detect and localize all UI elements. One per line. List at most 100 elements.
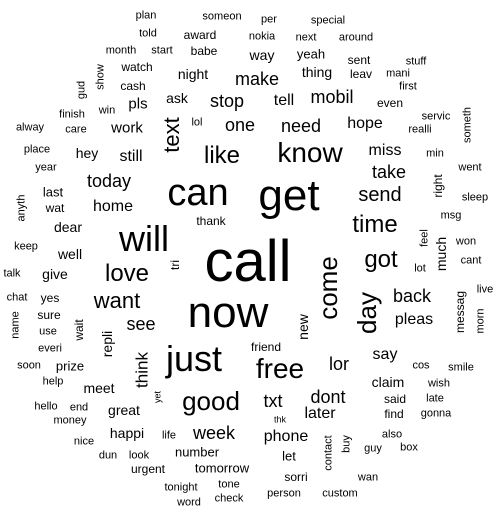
cloud-word: txt bbox=[263, 391, 283, 411]
cloud-word: find bbox=[384, 407, 404, 421]
cloud-word: yeah bbox=[296, 46, 326, 62]
cloud-word: time bbox=[352, 211, 398, 238]
cloud-word: thank bbox=[196, 214, 226, 228]
cloud-word: happi bbox=[109, 425, 145, 441]
cloud-word: name bbox=[9, 311, 22, 339]
cloud-word: hello bbox=[34, 400, 58, 413]
cloud-word: miss bbox=[368, 142, 402, 159]
cloud-word: pls bbox=[128, 95, 148, 113]
cloud-word: wat bbox=[45, 201, 65, 215]
cloud-word: care bbox=[65, 123, 87, 136]
cloud-word: let bbox=[282, 448, 296, 464]
cloud-word: one bbox=[224, 115, 256, 135]
cloud-word: later bbox=[304, 405, 336, 422]
cloud-word: yes bbox=[40, 291, 60, 305]
cloud-word: thing bbox=[301, 64, 333, 80]
cloud-word: smile bbox=[448, 361, 474, 374]
cloud-word: word bbox=[177, 496, 201, 509]
cloud-word: sleep bbox=[461, 191, 489, 204]
cloud-word: help bbox=[42, 375, 64, 388]
cloud-word: buy bbox=[340, 435, 353, 453]
cloud-word: say bbox=[372, 346, 398, 363]
cloud-word: even bbox=[376, 96, 404, 110]
cloud-word: use bbox=[39, 325, 57, 338]
cloud-word: make bbox=[234, 69, 280, 89]
cloud-word: thk bbox=[273, 414, 287, 425]
cloud-word: show bbox=[94, 64, 107, 90]
cloud-word: last bbox=[42, 184, 64, 200]
cloud-word: custom bbox=[322, 487, 358, 500]
cloud-word: claim bbox=[371, 374, 405, 390]
cloud-word: check bbox=[214, 492, 244, 505]
cloud-word: stuff bbox=[405, 55, 427, 68]
cloud-word: now bbox=[187, 288, 269, 337]
cloud-word: still bbox=[119, 148, 143, 165]
cloud-word: nice bbox=[73, 435, 95, 448]
cloud-word: keep bbox=[14, 240, 38, 253]
cloud-word: win bbox=[98, 104, 116, 117]
cloud-word: think bbox=[132, 352, 152, 388]
cloud-word: chat bbox=[6, 291, 28, 304]
cloud-word: wan bbox=[357, 471, 379, 484]
cloud-word: first bbox=[399, 80, 417, 93]
cloud-word: new bbox=[295, 314, 311, 340]
cloud-word: dear bbox=[53, 219, 83, 235]
cloud-word: tell bbox=[273, 92, 295, 109]
cloud-word: also bbox=[381, 428, 403, 441]
cloud-word: around bbox=[338, 31, 374, 44]
cloud-word: guy bbox=[364, 442, 382, 455]
cloud-word: repli bbox=[99, 330, 115, 358]
cloud-word: servic bbox=[421, 110, 451, 123]
cloud-word: got bbox=[364, 246, 398, 273]
cloud-word: said bbox=[383, 392, 407, 406]
cloud-word: min bbox=[426, 147, 444, 160]
cloud-word: lor bbox=[328, 354, 350, 374]
cloud-word: pleas bbox=[394, 311, 434, 328]
cloud-word: dun bbox=[98, 449, 118, 462]
cloud-word: need bbox=[280, 116, 322, 136]
cloud-word: want bbox=[93, 288, 141, 313]
cloud-word: free bbox=[255, 353, 305, 384]
cloud-word: text bbox=[159, 117, 184, 153]
cloud-word: nokia bbox=[248, 30, 276, 43]
cloud-word: look bbox=[128, 449, 150, 462]
cloud-word: went bbox=[458, 161, 482, 174]
cloud-word: soon bbox=[17, 359, 41, 372]
cloud-word: back bbox=[392, 286, 432, 306]
cloud-word: meet bbox=[83, 380, 115, 396]
cloud-word: can bbox=[167, 172, 229, 214]
cloud-word: night bbox=[177, 66, 209, 82]
cloud-word: place bbox=[23, 143, 51, 156]
cloud-word: finish bbox=[59, 108, 85, 121]
cloud-word: much bbox=[433, 236, 449, 272]
cloud-word: feel bbox=[418, 229, 431, 247]
cloud-word: watch bbox=[121, 60, 153, 74]
cloud-word: well bbox=[57, 246, 83, 262]
cloud-word: contact bbox=[322, 435, 335, 471]
cloud-word: way bbox=[249, 47, 275, 63]
cloud-word: take bbox=[371, 162, 407, 182]
cloud-word: won bbox=[455, 235, 477, 248]
cloud-word: tone bbox=[218, 478, 240, 491]
cloud-word: prize bbox=[55, 358, 85, 374]
cloud-word: everi bbox=[38, 342, 62, 355]
cloud-word: phone bbox=[263, 428, 309, 445]
cloud-word: right bbox=[431, 174, 445, 198]
cloud-word: give bbox=[42, 266, 68, 282]
cloud-word: great bbox=[108, 402, 140, 418]
cloud-word: call bbox=[204, 229, 292, 294]
cloud-word: sure bbox=[37, 308, 61, 322]
cloud-word: see bbox=[126, 314, 156, 334]
cloud-word: end bbox=[69, 401, 89, 414]
cloud-word: ask bbox=[166, 90, 188, 106]
cloud-word: good bbox=[182, 386, 240, 416]
cloud-word: per bbox=[261, 13, 277, 26]
cloud-word: urgent bbox=[130, 462, 166, 476]
cloud-word: box bbox=[400, 441, 418, 454]
cloud-word: someon bbox=[202, 10, 242, 23]
cloud-word: yet bbox=[152, 390, 163, 404]
cloud-word: anyth bbox=[15, 194, 28, 222]
cloud-word: dont bbox=[310, 387, 346, 407]
cloud-word: plan bbox=[135, 9, 157, 22]
cloud-word: special bbox=[310, 14, 346, 27]
